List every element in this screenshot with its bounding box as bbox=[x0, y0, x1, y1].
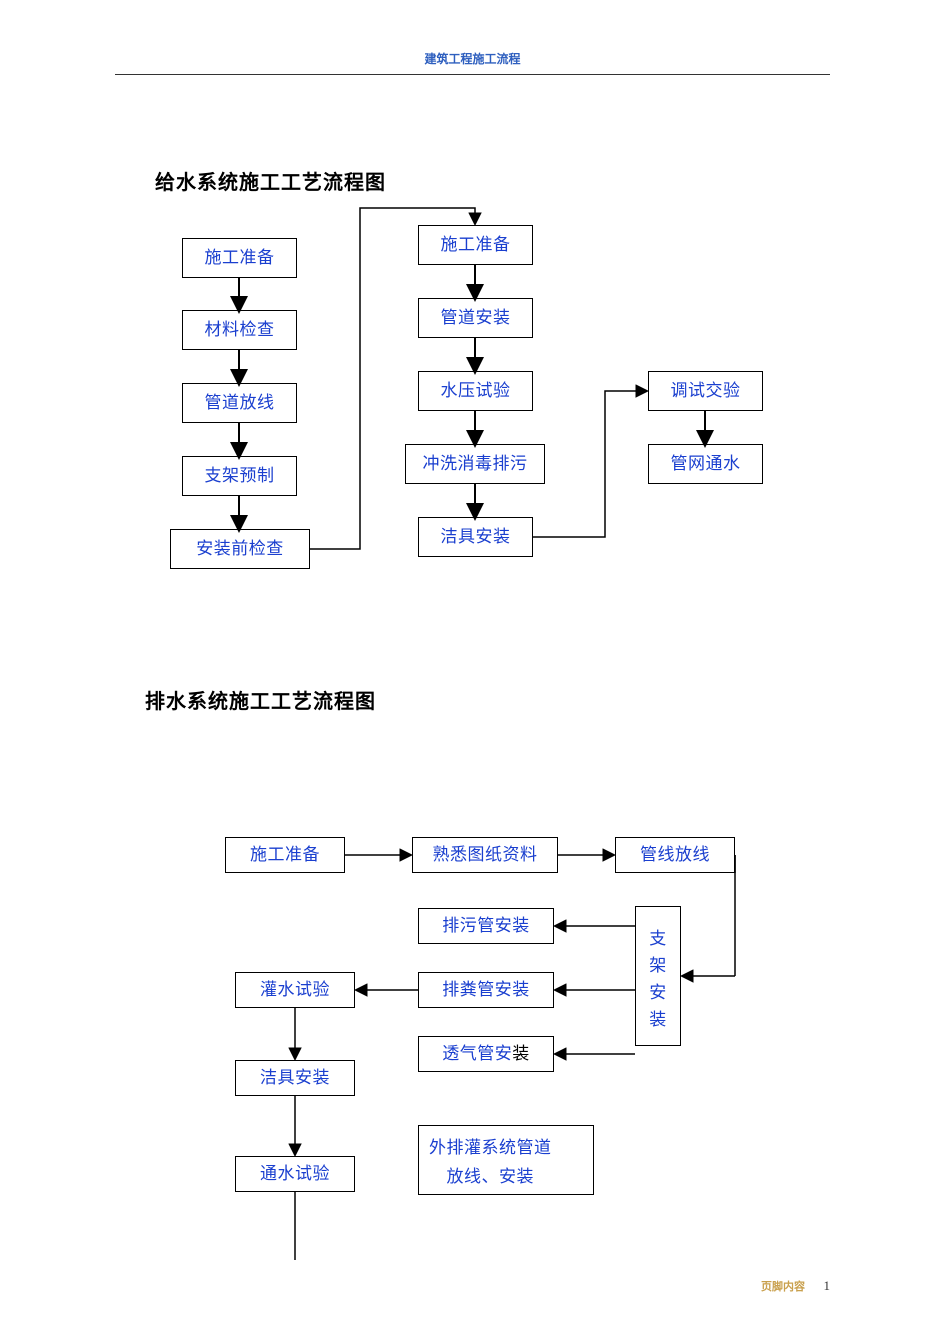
d1-node-a1: 施工准备 bbox=[182, 238, 297, 278]
d1-node-a2: 材料检查 bbox=[182, 310, 297, 350]
d2-node-d6: 排粪管安装 bbox=[418, 972, 554, 1008]
d1-node-c2: 管网通水 bbox=[648, 444, 763, 484]
footer-label: 页脚内容 bbox=[761, 1278, 805, 1294]
page-header: 建筑工程施工流程 bbox=[0, 50, 945, 67]
d2-node-d4-label: 支架安装 bbox=[649, 925, 667, 1034]
d1-node-b4: 冲洗消毒排污 bbox=[405, 444, 545, 484]
d2-node-d1: 施工准备 bbox=[225, 837, 345, 873]
diagram2-title: 排水系统施工工艺流程图 bbox=[145, 685, 376, 714]
footer-page-number: 1 bbox=[824, 1278, 831, 1294]
d2-node-d4: 支架安装 bbox=[635, 906, 681, 1046]
d1-node-b2: 管道安装 bbox=[418, 298, 533, 338]
d2-node-d3: 管线放线 bbox=[615, 837, 735, 873]
d2-node-d11: 外排灌系统管道放线、安装 bbox=[418, 1125, 594, 1195]
d1-node-a5: 安装前检查 bbox=[170, 529, 310, 569]
d1-node-b3: 水压试验 bbox=[418, 371, 533, 411]
d2-node-d8: 灌水试验 bbox=[235, 972, 355, 1008]
d1-node-c1: 调试交验 bbox=[648, 371, 763, 411]
d2-node-d5: 排污管安装 bbox=[418, 908, 554, 944]
d2-node-d10: 通水试验 bbox=[235, 1156, 355, 1192]
header-rule bbox=[115, 74, 830, 75]
d2-node-d2: 熟悉图纸资料 bbox=[412, 837, 558, 873]
d1-node-b1: 施工准备 bbox=[418, 225, 533, 265]
d1-node-a4: 支架预制 bbox=[182, 456, 297, 496]
diagram1-arrows bbox=[0, 0, 945, 700]
d2-node-d7: 透气管安装 bbox=[418, 1036, 554, 1072]
d1-node-a3: 管道放线 bbox=[182, 383, 297, 423]
d1-node-b5: 洁具安装 bbox=[418, 517, 533, 557]
diagram1-title: 给水系统施工工艺流程图 bbox=[155, 166, 386, 195]
d2-node-d9: 洁具安装 bbox=[235, 1060, 355, 1096]
